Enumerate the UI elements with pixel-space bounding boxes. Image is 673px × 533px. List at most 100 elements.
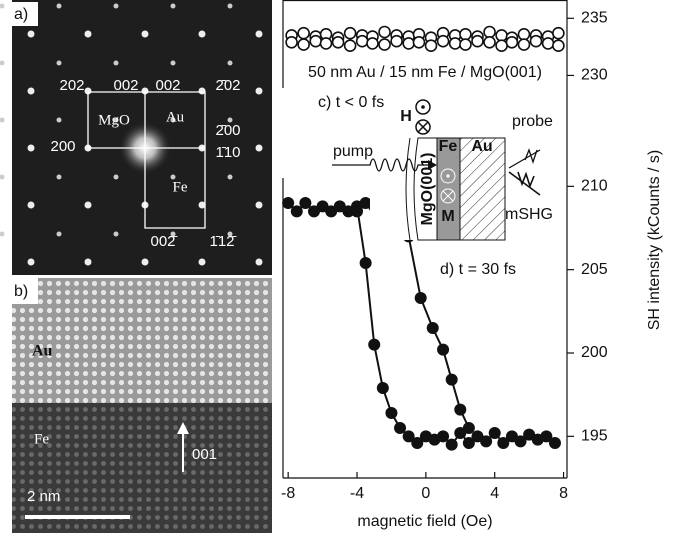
point — [496, 40, 507, 51]
index-label: 002 — [113, 77, 138, 94]
spot — [114, 61, 119, 66]
point — [437, 430, 449, 442]
point — [357, 36, 368, 47]
point — [531, 36, 542, 47]
x-tick-label: 8 — [559, 485, 568, 502]
index-label: 200 — [50, 138, 75, 155]
panel-b: b) Au Fe 001 2 nm — [12, 278, 272, 533]
point — [480, 435, 492, 447]
y-tick-label: 230 — [581, 67, 608, 84]
spot — [114, 232, 119, 237]
point — [484, 27, 495, 38]
spot — [0, 175, 5, 180]
index-label: 2̄00 — [215, 122, 240, 139]
dot-symbol — [421, 105, 425, 109]
panel-label: b) — [14, 283, 28, 300]
spot — [228, 4, 233, 9]
point — [321, 38, 332, 49]
spot — [0, 118, 5, 123]
point — [345, 28, 356, 39]
spot — [228, 175, 233, 180]
spot — [28, 88, 35, 95]
point — [506, 37, 517, 48]
spot — [142, 259, 149, 266]
inset-label: mSHG — [505, 206, 553, 223]
spot — [0, 61, 5, 66]
x-axis-label: magnetic field (Oe) — [357, 513, 492, 530]
point — [391, 36, 402, 47]
point — [379, 39, 390, 50]
spot — [28, 31, 35, 38]
dot-symbol — [446, 174, 449, 177]
point — [463, 422, 475, 434]
spot — [28, 145, 35, 152]
panel-label: a) — [14, 6, 28, 23]
y-tick-label: 200 — [581, 344, 608, 361]
index-label: 2̄02 — [215, 77, 240, 94]
index-label: 1̄10 — [215, 144, 240, 161]
spot — [199, 259, 206, 266]
spot — [171, 4, 176, 9]
point — [518, 39, 529, 50]
layer-label: Fe — [34, 431, 49, 447]
point — [291, 205, 303, 217]
region-label: Fe — [173, 179, 188, 195]
annotation: 50 nm Au / 15 nm Fe / MgO(001) — [308, 64, 542, 81]
spot — [256, 202, 263, 209]
spot — [28, 259, 35, 266]
point — [489, 427, 501, 439]
index-label: 202 — [59, 77, 84, 94]
point — [351, 205, 363, 217]
spot — [228, 61, 233, 66]
inset-label: pump — [333, 143, 373, 160]
y-tick-label: 235 — [581, 10, 608, 27]
spot — [57, 118, 62, 123]
spot — [57, 4, 62, 9]
inset-label: Fe — [439, 138, 458, 155]
point — [379, 27, 390, 38]
point — [518, 29, 529, 40]
point — [298, 28, 309, 39]
point — [446, 374, 458, 386]
point — [460, 39, 471, 50]
spot — [171, 61, 176, 66]
point — [496, 30, 507, 41]
inset-label: probe — [512, 113, 553, 130]
probe-pulse — [509, 150, 540, 168]
point — [543, 38, 554, 49]
layer-label: Au — [32, 343, 53, 360]
spot — [57, 61, 62, 66]
index-label: 002 — [155, 77, 180, 94]
spot — [114, 4, 119, 9]
field-label: H — [400, 108, 412, 125]
spot — [256, 31, 263, 38]
panel-a: a) 202 002 002 2̄02 200 2̄00 1̄10 002̄ 1… — [0, 0, 272, 275]
point — [484, 37, 495, 48]
point — [450, 38, 461, 49]
point — [310, 36, 321, 47]
point — [286, 37, 297, 48]
shg-pulse — [509, 172, 540, 195]
spot — [199, 31, 206, 38]
point — [437, 344, 449, 356]
y-axis-label: SH intensity (kCounts / s) — [646, 150, 663, 331]
point — [385, 407, 397, 419]
point — [454, 404, 466, 416]
point — [298, 39, 309, 50]
point — [438, 36, 449, 47]
spot — [256, 259, 263, 266]
point — [460, 29, 471, 40]
x-tick-label: -8 — [281, 485, 295, 502]
spot — [0, 4, 5, 9]
y-tick-label: 210 — [581, 178, 608, 195]
inset-label: Au — [471, 138, 492, 155]
spot — [114, 175, 119, 180]
point — [446, 439, 458, 451]
point — [282, 197, 294, 209]
point — [427, 322, 439, 334]
figure: a) 202 002 002 2̄02 200 2̄00 1̄10 002̄ 1… — [0, 0, 673, 533]
x-tick-label: 4 — [490, 485, 499, 502]
index-label: 002̄ — [150, 233, 177, 250]
spot — [0, 232, 5, 237]
